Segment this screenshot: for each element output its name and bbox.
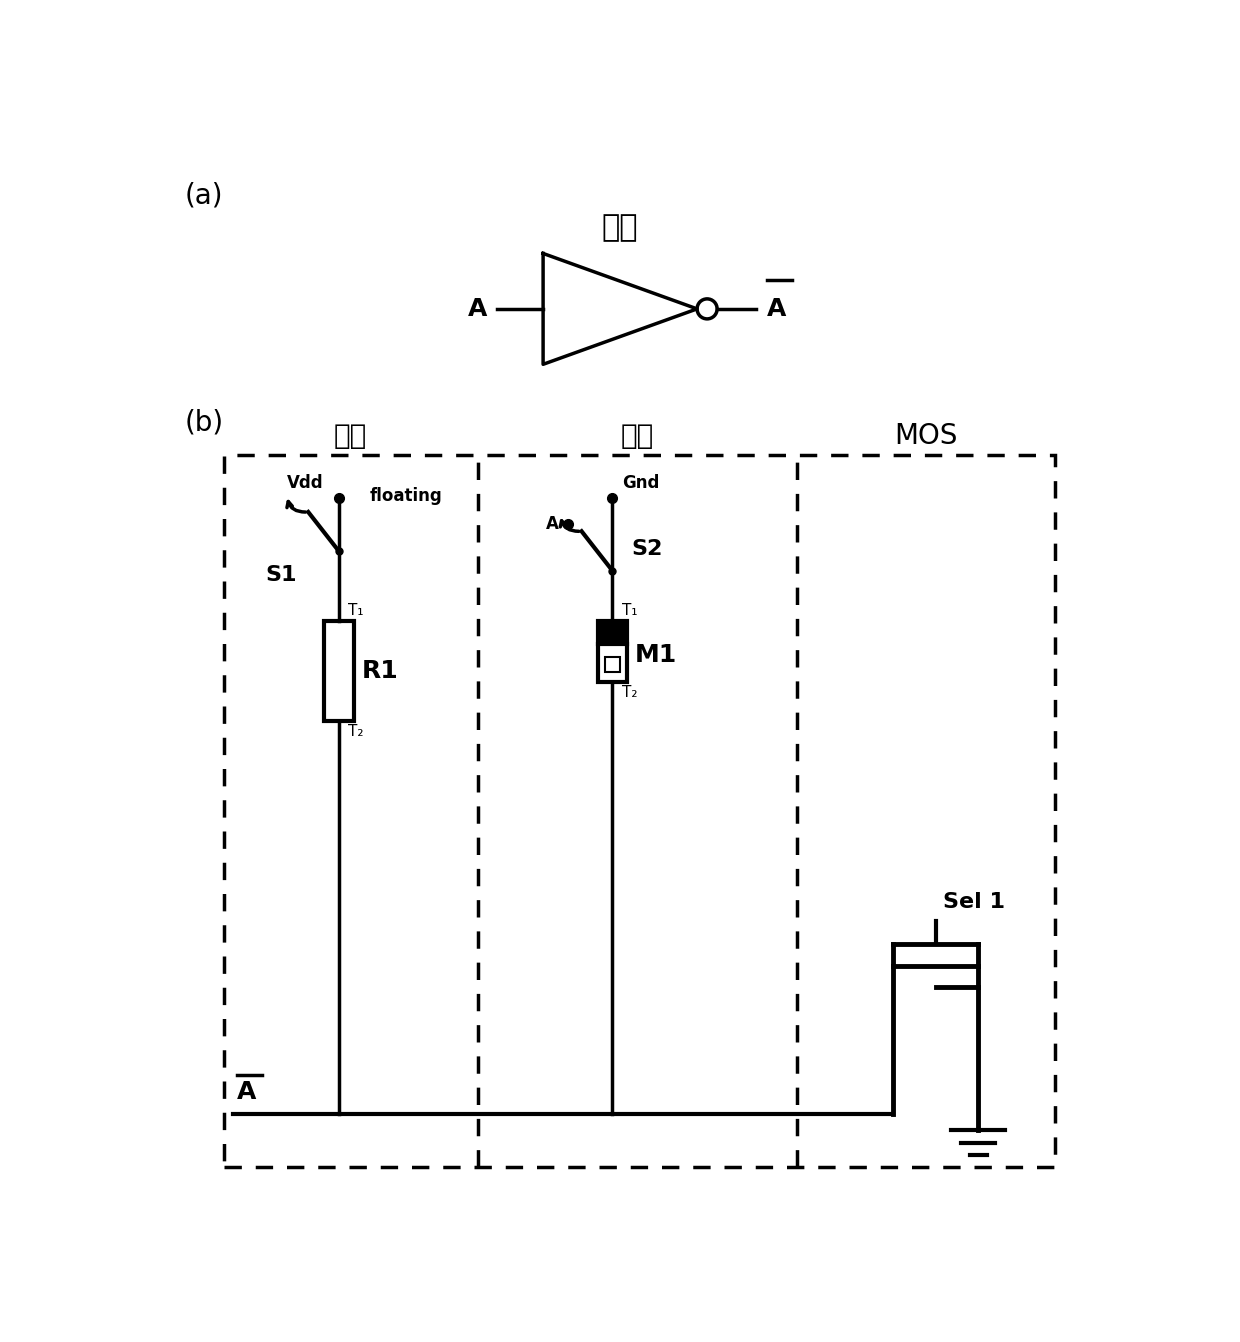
Text: MOS: MOS bbox=[894, 421, 957, 450]
Bar bbox=[598, 621, 627, 644]
Text: floating: floating bbox=[370, 487, 443, 505]
Text: Vdd: Vdd bbox=[286, 474, 324, 493]
Text: T₁: T₁ bbox=[348, 603, 363, 617]
Bar bbox=[605, 658, 620, 671]
Text: (a): (a) bbox=[185, 181, 223, 209]
Text: A: A bbox=[237, 1080, 255, 1104]
Text: Sel 1: Sel 1 bbox=[944, 892, 1006, 911]
Bar bbox=[598, 644, 627, 682]
Text: 忆阵: 忆阵 bbox=[621, 421, 653, 450]
Text: Gnd: Gnd bbox=[621, 474, 658, 493]
Text: T₂: T₂ bbox=[348, 723, 363, 739]
Text: T₂: T₂ bbox=[621, 686, 637, 701]
Text: A: A bbox=[768, 297, 786, 321]
Text: R1: R1 bbox=[362, 659, 399, 683]
Text: T₁: T₁ bbox=[621, 603, 637, 617]
Text: (b): (b) bbox=[185, 409, 224, 437]
Text: A: A bbox=[546, 514, 558, 533]
Text: 电阵: 电阵 bbox=[334, 421, 367, 450]
Text: S1: S1 bbox=[265, 565, 296, 585]
Bar bbox=[324, 621, 355, 721]
Text: S2: S2 bbox=[631, 539, 663, 560]
Text: M1: M1 bbox=[635, 643, 677, 667]
Text: A: A bbox=[469, 297, 487, 321]
Text: 非门: 非门 bbox=[601, 213, 639, 243]
